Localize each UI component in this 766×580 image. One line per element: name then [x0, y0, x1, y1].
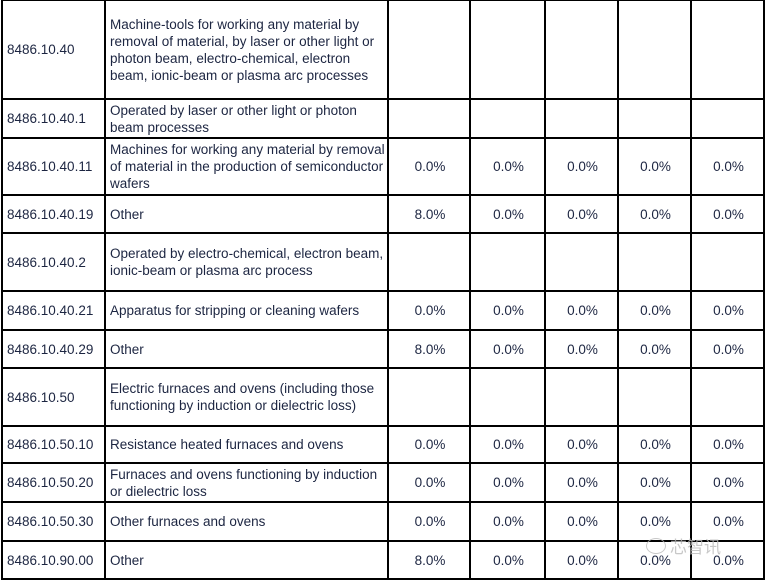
- rate-cell: 0.0%: [387, 137, 471, 196]
- rate-cell: 0.0%: [617, 501, 692, 542]
- rate-cell: [387, 98, 471, 139]
- watermark: 芯智讯: [646, 533, 721, 558]
- rate-cell: 8.0%: [387, 329, 471, 369]
- rate-cell: 0.0%: [690, 329, 765, 369]
- rate-cell: 0.0%: [690, 501, 765, 542]
- table-row: 8486.10.50.20 Furnaces and ovens function…: [1, 462, 765, 503]
- hs-code-cell: 8486.10.40.2: [1, 232, 106, 292]
- table-row: 8486.10.40.21 Apparatus for stripping or …: [1, 290, 765, 331]
- rate-cell: 0.0%: [387, 501, 471, 542]
- description-cell: Other: [104, 194, 389, 234]
- rate-cell: 0.0%: [544, 137, 619, 196]
- table-row: 8486.10.50 Electric furnaces and ovens (i…: [1, 367, 765, 427]
- rate-cell: 0.0%: [544, 462, 619, 503]
- rate-cell: 0.0%: [469, 137, 546, 196]
- rate-cell: 0.0%: [690, 425, 765, 464]
- rate-cell: 0.0%: [617, 329, 692, 369]
- rate-cell: [617, 98, 692, 139]
- rate-cell: [690, 367, 765, 427]
- rate-cell: [617, 232, 692, 292]
- description-cell: Other: [104, 540, 389, 580]
- description-cell: Other furnaces and ovens: [104, 501, 389, 542]
- rate-cell: 0.0%: [469, 501, 546, 542]
- description-cell: Apparatus for stripping or cleaning wafe…: [104, 290, 389, 331]
- hs-code-cell: 8486.10.90.00: [1, 540, 106, 580]
- hs-code-cell: 8486.10.40.19: [1, 194, 106, 234]
- wechat-icon: [646, 537, 666, 554]
- rate-cell: 0.0%: [544, 501, 619, 542]
- rate-cell: 0.0%: [387, 462, 471, 503]
- description-cell: Furnaces and ovens functioning by induct…: [104, 462, 389, 503]
- rate-cell: [690, 232, 765, 292]
- rate-cell: [690, 98, 765, 139]
- hs-code-cell: 8486.10.50.20: [1, 462, 106, 503]
- hs-code-cell: 8486.10.40.1: [1, 98, 106, 139]
- rate-cell: 0.0%: [469, 329, 546, 369]
- rate-cell: 0.0%: [617, 290, 692, 331]
- rate-cell: [690, 0, 765, 100]
- rate-cell: [469, 0, 546, 100]
- rate-cell: [469, 367, 546, 427]
- table-row: 8486.10.40 Machine-tools for working any …: [1, 0, 765, 100]
- rate-cell: 0.0%: [617, 425, 692, 464]
- rate-cell: 0.0%: [387, 425, 471, 464]
- table-row: 8486.10.40.1 Operated by laser or other l…: [1, 98, 765, 139]
- rate-cell: 0.0%: [690, 194, 765, 234]
- description-cell: Machine-tools for working any material b…: [104, 0, 389, 100]
- rate-cell: [387, 232, 471, 292]
- rate-cell: [387, 0, 471, 100]
- rate-cell: 0.0%: [690, 462, 765, 503]
- rate-cell: 0.0%: [469, 540, 546, 580]
- rate-cell: 0.0%: [544, 194, 619, 234]
- watermark-text: 芯智讯: [670, 538, 721, 558]
- rate-cell: [617, 0, 692, 100]
- description-cell: Resistance heated furnaces and ovens: [104, 425, 389, 464]
- rate-cell: 0.0%: [544, 425, 619, 464]
- description-cell: Other: [104, 329, 389, 369]
- table-row: 8486.10.40.11 Machines for working any ma…: [1, 137, 765, 196]
- rate-cell: 0.0%: [617, 462, 692, 503]
- rate-cell: 0.0%: [469, 462, 546, 503]
- rate-cell: 0.0%: [469, 194, 546, 234]
- rate-cell: [544, 232, 619, 292]
- rate-cell: 0.0%: [690, 137, 765, 196]
- rate-cell: [387, 367, 471, 427]
- rate-cell: 0.0%: [617, 194, 692, 234]
- rate-cell: [544, 367, 619, 427]
- hs-code-cell: 8486.10.40.11: [1, 137, 106, 196]
- description-cell: Machines for working any material by rem…: [104, 137, 389, 196]
- hs-code-cell: 8486.10.40: [1, 0, 106, 100]
- rate-cell: 0.0%: [387, 290, 471, 331]
- hs-code-cell: 8486.10.40.21: [1, 290, 106, 331]
- rate-cell: [617, 367, 692, 427]
- table-row: 8486.10.50.30 Other furnaces and ovens 0.0…: [1, 501, 765, 542]
- hs-code-cell: 8486.10.50.30: [1, 501, 106, 542]
- rate-cell: 0.0%: [469, 425, 546, 464]
- rate-cell: [469, 98, 546, 139]
- hs-code-cell: 8486.10.40.29: [1, 329, 106, 369]
- rate-cell: 8.0%: [387, 540, 471, 580]
- description-cell: Electric furnaces and ovens (including t…: [104, 367, 389, 427]
- table-row: 8486.10.40.29 Other 8.0% 0.0% 0.0% 0.0% 0.0%: [1, 329, 765, 369]
- rate-cell: 0.0%: [544, 290, 619, 331]
- description-cell: Operated by electro-chemical, electron b…: [104, 232, 389, 292]
- rate-cell: 0.0%: [544, 329, 619, 369]
- rate-cell: 0.0%: [469, 290, 546, 331]
- description-cell: Operated by laser or other light or phot…: [104, 98, 389, 139]
- rate-cell: [544, 98, 619, 139]
- rate-cell: 0.0%: [690, 290, 765, 331]
- table-row: 8486.10.50.10 Resistance heated furnaces …: [1, 425, 765, 464]
- rate-cell: 0.0%: [544, 540, 619, 580]
- hs-code-cell: 8486.10.50: [1, 367, 106, 427]
- hs-code-cell: 8486.10.50.10: [1, 425, 106, 464]
- table-row: 8486.10.40.2 Operated by electro-chemical…: [1, 232, 765, 292]
- rate-cell: 8.0%: [387, 194, 471, 234]
- rate-cell: [544, 0, 619, 100]
- rate-cell: [469, 232, 546, 292]
- table-row: 8486.10.40.19 Other 8.0% 0.0% 0.0% 0.0% 0.0%: [1, 194, 765, 234]
- rate-cell: 0.0%: [617, 137, 692, 196]
- rate-cell: 0.0%: [690, 540, 765, 580]
